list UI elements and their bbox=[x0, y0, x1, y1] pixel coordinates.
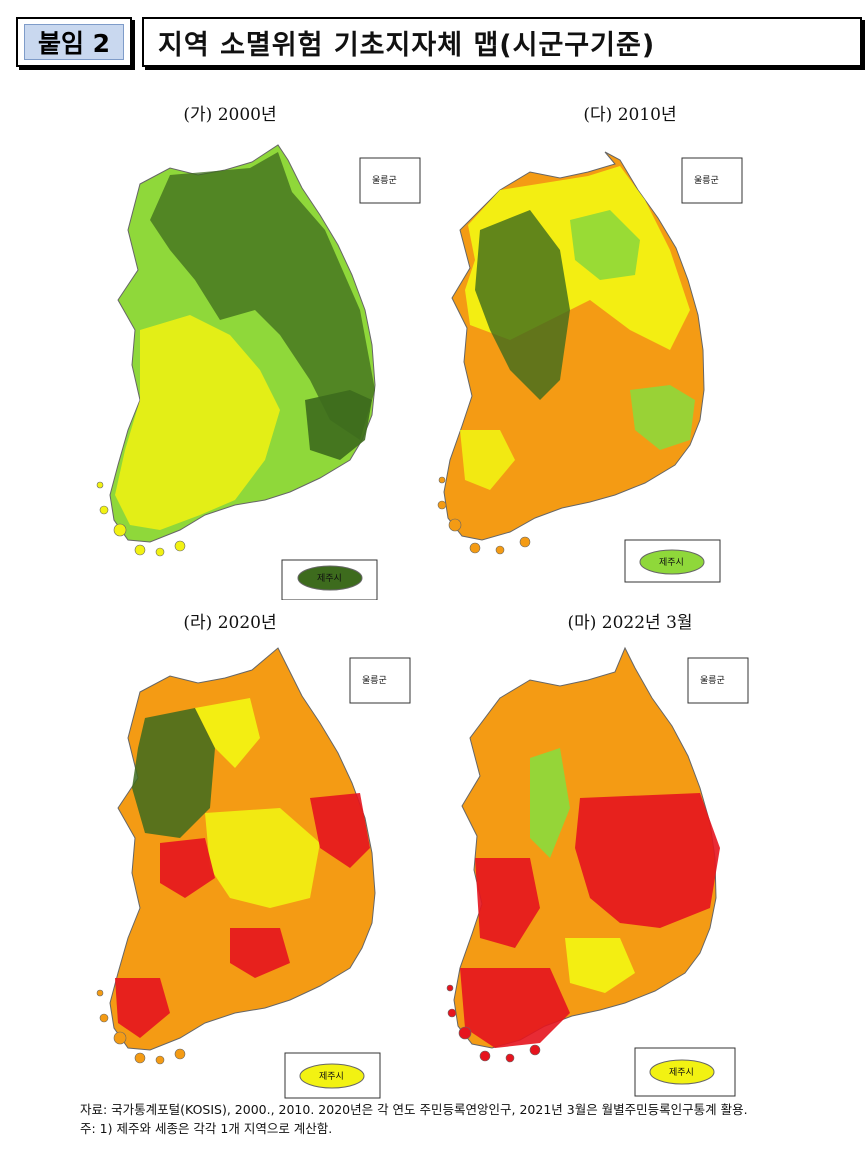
region-patch bbox=[460, 430, 515, 490]
region-patch bbox=[205, 808, 320, 908]
map-label-2020: (라) 2020년 bbox=[183, 613, 277, 633]
region-patch bbox=[115, 978, 170, 1038]
ulleung-inset bbox=[681, 157, 743, 204]
jeju-label: 제주시 bbox=[659, 557, 684, 568]
map-panel-2022: (마) 2022년 3월 울릉군 제주시 bbox=[420, 608, 840, 1108]
jeju-label: 제주시 bbox=[669, 1067, 694, 1078]
region-patch bbox=[160, 838, 215, 898]
ulleung-label: 울릉군 bbox=[372, 175, 397, 186]
region-patch bbox=[630, 385, 695, 450]
region-patch bbox=[530, 748, 570, 858]
region-patch bbox=[132, 708, 215, 838]
korea-map-2010: 울릉군 제주시 bbox=[437, 151, 743, 583]
southwest-islands bbox=[96, 481, 186, 557]
figure-header: 붙임 2 지역 소멸위험 기초지자체 맵(시군구기준) bbox=[16, 17, 862, 69]
jeju-label: 제주시 bbox=[319, 1071, 344, 1082]
appendix-badge: 붙임 2 bbox=[16, 17, 132, 67]
jeju-label: 제주시 bbox=[317, 573, 342, 584]
ulleung-label: 울릉군 bbox=[700, 675, 725, 686]
region-patch bbox=[570, 210, 640, 280]
map-label-2022: (마) 2022년 3월 bbox=[567, 613, 693, 633]
region-patch bbox=[150, 152, 375, 440]
jeju-island bbox=[649, 1059, 715, 1085]
region-patch bbox=[475, 210, 570, 400]
ulleung-inset bbox=[359, 157, 421, 204]
southwest-islands bbox=[446, 984, 541, 1063]
region-patch bbox=[575, 793, 720, 928]
jeju-island bbox=[297, 565, 363, 591]
korea-map-2022: 울릉군 제주시 bbox=[446, 646, 749, 1097]
region-patch bbox=[115, 315, 280, 530]
southwest-islands bbox=[96, 989, 186, 1065]
map-panel-2000: (가) 2000년 울릉군 제주시 bbox=[20, 100, 440, 600]
map-panel-2020: (라) 2020년 울릉군 제주시 bbox=[20, 608, 440, 1108]
region-patch bbox=[195, 698, 260, 768]
map-label-2000: (가) 2000년 bbox=[183, 105, 277, 125]
ulleung-inset bbox=[687, 657, 749, 704]
region-patch bbox=[460, 968, 570, 1048]
region-patch bbox=[310, 793, 370, 868]
map-label-2010: (다) 2010년 bbox=[583, 105, 677, 125]
ulleung-label: 울릉군 bbox=[694, 175, 719, 186]
appendix-badge-label: 붙임 2 bbox=[24, 24, 124, 60]
region-patch bbox=[230, 928, 290, 978]
korea-map-2000: 울릉군 제주시 bbox=[96, 144, 421, 600]
jeju-island bbox=[299, 1063, 365, 1089]
region-patch bbox=[475, 858, 540, 948]
korea-map-2020: 울릉군 제주시 bbox=[96, 647, 411, 1099]
jeju-island bbox=[639, 549, 705, 575]
region-patch bbox=[565, 938, 635, 993]
region-patch bbox=[305, 390, 372, 460]
footnote: 주: 1) 제주와 세종은 각각 1개 지역으로 계산함. bbox=[80, 1121, 333, 1136]
figure-title-box: 지역 소멸위험 기초지자체 맵(시군구기준) bbox=[142, 17, 862, 67]
ulleung-label: 울릉군 bbox=[362, 675, 387, 686]
figure-notes: 자료: 국가통계포털(KOSIS), 2000., 2010. 2020년은 각… bbox=[80, 1100, 840, 1138]
southwest-islands bbox=[437, 476, 531, 555]
map-panel-2010: (다) 2010년 울릉군 제주시 bbox=[420, 100, 840, 600]
figure-title: 지역 소멸위험 기초지자체 맵(시군구기준) bbox=[158, 29, 656, 61]
source-note: 자료: 국가통계포털(KOSIS), 2000., 2010. 2020년은 각… bbox=[80, 1102, 748, 1117]
ulleung-inset bbox=[349, 657, 411, 704]
